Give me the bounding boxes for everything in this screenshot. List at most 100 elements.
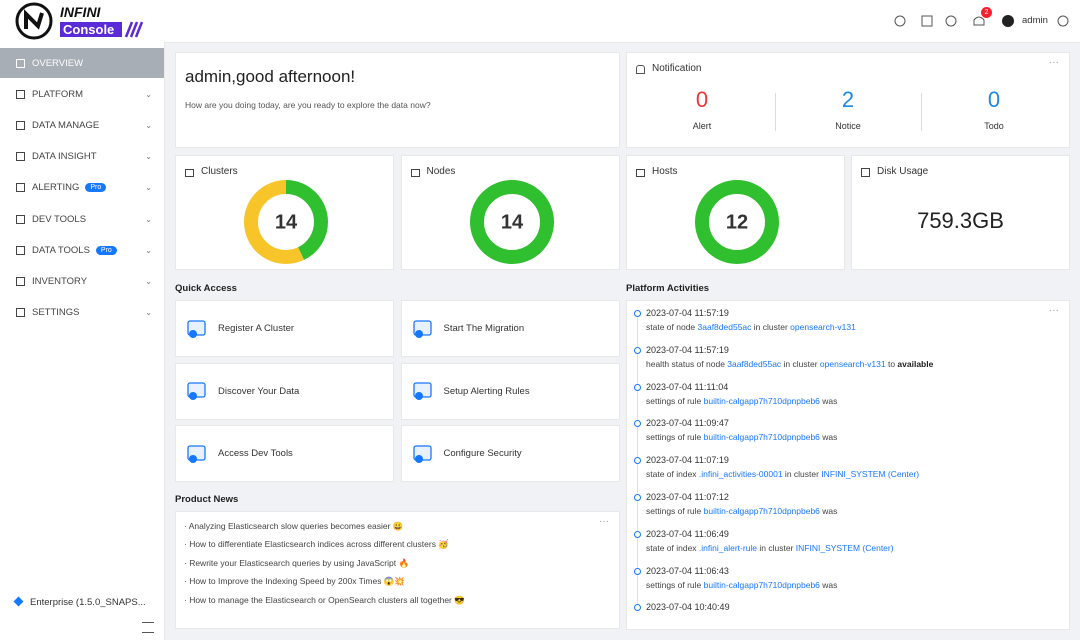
activity-link[interactable]: opensearch-v131 [790, 322, 856, 332]
menu-icon [16, 214, 25, 224]
stat-icon [185, 169, 194, 177]
donut-value: 14 [275, 211, 298, 233]
news-card: ··· · Analyzing Elasticsearch slow querie… [175, 511, 620, 629]
activity-link[interactable]: opensearch-v131 [819, 358, 886, 369]
quick-access-tile[interactable]: Configure Security [400, 425, 620, 482]
menu-item[interactable]: DATA MANAGE ⌄ [0, 110, 164, 140]
activity-word: in cluster [782, 469, 822, 480]
logo-bg [60, 22, 122, 37]
activity-word: state of index [646, 542, 699, 553]
divider [775, 93, 776, 131]
activity-time: 2023-07-04 11:06:43 [646, 565, 729, 576]
tile-icon [187, 444, 206, 463]
menu-item[interactable]: OVERVIEW [0, 48, 164, 78]
quick-access-tile[interactable]: Start The Migration [400, 300, 620, 357]
menu-item[interactable]: PLATFORM ⌄ [0, 79, 164, 109]
stat-icon [636, 169, 645, 177]
logo-mark [24, 9, 44, 30]
menu-icon [16, 152, 25, 162]
activity-link[interactable]: builtin-calgapp7h710dpnpbeb6 [703, 395, 820, 406]
menu-item[interactable]: DEV TOOLS ⌄ [0, 204, 164, 234]
notification-value: 0 [695, 87, 709, 112]
more[interactable]: ··· [1049, 305, 1059, 316]
news-item[interactable]: · How to differentiate Elasticsearch ind… [184, 539, 449, 550]
activity-link[interactable]: builtin-calgapp7h710dpnpbeb6 [703, 506, 820, 516]
menu-label: DATA INSIGHT [32, 151, 97, 163]
timeline-dot [634, 530, 641, 538]
activity-word: settings of rule [646, 432, 704, 443]
tile-icon [412, 382, 432, 400]
donut: 12 [695, 180, 779, 264]
menu-item[interactable]: DATA TOOLS Pro ⌄ [0, 235, 164, 265]
notification-icon [636, 65, 645, 74]
news-item[interactable]: · Analyzing Elasticsearch slow queries b… [184, 521, 404, 531]
user-name[interactable]: admin [1022, 15, 1048, 26]
icon-language[interactable] [1057, 15, 1069, 27]
menu-item[interactable]: ALERTING Pro ⌄ [0, 173, 164, 203]
icon-dot [189, 392, 197, 400]
activity-word: settings of rule [646, 506, 704, 516]
user-avatar[interactable] [1002, 15, 1014, 27]
sidebar-footer[interactable]: Enterprise (1.5.0_SNAPS... [30, 597, 146, 608]
logo[interactable]: INFINI Console [14, 2, 154, 40]
menu-label: ALERTING [32, 182, 80, 194]
menu-item[interactable]: INVENTORY ⌄ [0, 266, 164, 296]
activity-word: in cluster [751, 322, 791, 332]
menu-icon [16, 245, 25, 255]
activity-link[interactable]: builtin-calgapp7h710dpnpbeb6 [703, 432, 820, 443]
tile-label: Setup Alerting Rules [443, 385, 530, 397]
notification-value: 0 [987, 87, 1001, 112]
icon-dot [414, 329, 423, 338]
toolbar-icons [894, 15, 1069, 27]
menu-icon [16, 120, 25, 130]
chevron: ⌄ [145, 308, 152, 318]
activity-word: state of node [646, 322, 698, 332]
notification-title: Notification [652, 63, 702, 74]
quick-access-tile[interactable]: Setup Alerting Rules [400, 362, 620, 420]
activity-text: state of index .infini_activities-00001 … [646, 469, 919, 479]
news-item[interactable]: · How to Improve the Indexing Speed by 2… [184, 576, 406, 587]
menu-item[interactable]: SETTINGS ⌄ [0, 298, 164, 328]
icon-console[interactable] [921, 15, 933, 27]
activity-time: 2023-07-04 11:11:04 [646, 381, 729, 392]
news-item[interactable]: · How to manage the Elasticsearch or Ope… [184, 594, 465, 605]
tile-label: Discover Your Data [218, 385, 300, 397]
activity-text: state of index .infini_alert-rule in clu… [646, 543, 894, 553]
more[interactable]: ··· [599, 516, 609, 527]
chevron: ⌄ [145, 245, 152, 255]
icon-bell[interactable] [973, 16, 985, 26]
news-item[interactable]: · Rewrite your Elasticsearch queries by … [184, 557, 410, 568]
activity-time: 2023-07-04 11:07:12 [646, 492, 729, 502]
quick-access-tile[interactable]: Access Dev Tools [175, 425, 394, 482]
menu-icon [16, 183, 25, 193]
more[interactable]: ··· [1049, 57, 1059, 68]
greeting-subtitle: How are you doing today, are you ready t… [185, 100, 431, 110]
icon-help[interactable] [945, 15, 957, 27]
activity-link[interactable]: builtin-calgapp7h710dpnpbeb6 [703, 579, 820, 590]
icon-stats[interactable] [894, 15, 906, 27]
activity-link[interactable]: 3aaf8ded55ac [727, 358, 782, 369]
activity-word: was [819, 432, 838, 443]
collapse-button[interactable] [142, 622, 154, 633]
donut-value: 12 [726, 211, 748, 233]
activity-word: to [885, 358, 898, 369]
menu-icon [16, 276, 25, 286]
quick-access-tile[interactable]: Register A Cluster [175, 300, 394, 357]
tile-icon [412, 319, 432, 338]
activity-link[interactable]: INFINI_SYSTEM (Center) [795, 542, 894, 553]
menu-item[interactable]: DATA INSIGHT ⌄ [0, 142, 164, 172]
quick-access-tile[interactable]: Discover Your Data [175, 362, 394, 420]
activity-link[interactable]: .infini_activities-00001 [698, 469, 783, 480]
chevron: ⌄ [145, 214, 152, 224]
activity-word: available [897, 358, 934, 369]
activity-link[interactable]: 3aaf8ded55ac [697, 322, 752, 332]
activity-text: settings of rule builtin-calgapp7h710dpn… [646, 506, 837, 516]
activity-word: was [819, 395, 838, 406]
sidebar [0, 42, 165, 640]
chevron: ⌄ [145, 276, 152, 286]
disk-card: Disk Usage 759.3GB [851, 155, 1070, 270]
activity-link[interactable]: INFINI_SYSTEM (Center) [821, 469, 920, 480]
activity-link[interactable]: .infini_alert-rule [698, 542, 758, 553]
chevron: ⌄ [145, 120, 152, 130]
